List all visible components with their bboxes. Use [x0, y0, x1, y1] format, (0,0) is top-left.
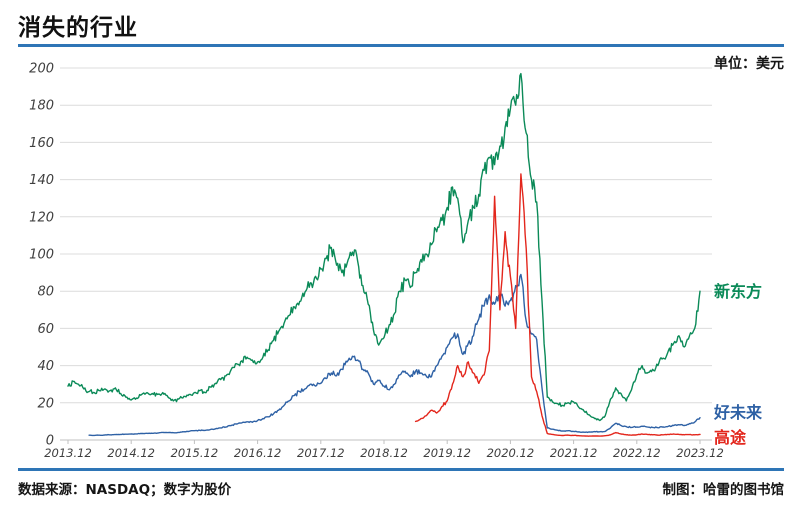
y-tick-label-100: 100	[29, 248, 54, 263]
y-tick-label-60: 60	[37, 322, 54, 337]
line-gaotu	[414, 173, 701, 437]
header-rule	[18, 44, 784, 47]
x-tick-label-2021.12: 2021.12	[550, 446, 598, 460]
footer-rule	[18, 468, 784, 471]
y-tick-label-120: 120	[29, 210, 54, 225]
y-tick-label-180: 180	[29, 99, 54, 114]
footer-source-note: 数据来源：NASDAQ；数字为股价	[18, 482, 232, 498]
legend-new-oriental: 新东方	[714, 282, 763, 301]
x-tick-label-2016.12: 2016.12	[234, 446, 282, 460]
legend-tal: 好未来	[714, 403, 763, 422]
x-tick-label-2018.12: 2018.12	[360, 446, 408, 460]
y-tick-label-40: 40	[37, 359, 54, 374]
unit-label: 单位：美元	[714, 56, 784, 72]
y-tick-label-200: 200	[29, 62, 54, 77]
y-tick-label-80: 80	[37, 285, 54, 300]
y-tick-label-0: 0	[46, 434, 54, 449]
x-tick-label-2014.12: 2014.12	[107, 446, 155, 460]
x-tick-label-2020.12: 2020.12	[487, 446, 535, 460]
y-tick-label-20: 20	[37, 396, 54, 411]
x-tick-label-2023.12: 2023.12	[676, 446, 724, 460]
y-tick-label-160: 160	[29, 136, 54, 151]
page-title: 消失的行业	[18, 15, 138, 41]
line-new-oriental	[67, 72, 701, 422]
y-tick-label-140: 140	[29, 173, 54, 188]
x-tick-label-2013.12: 2013.12	[44, 446, 92, 460]
legend-gaotu: 高途	[714, 428, 747, 447]
x-tick-label-2019.12: 2019.12	[423, 446, 471, 460]
line-tal	[88, 273, 701, 437]
x-tick-label-2015.12: 2015.12	[171, 446, 219, 460]
x-tick-label-2017.12: 2017.12	[297, 446, 345, 460]
x-tick-label-2022.12: 2022.12	[613, 446, 661, 460]
footer-credit-note: 制图：哈雷的图书馆	[662, 482, 785, 498]
